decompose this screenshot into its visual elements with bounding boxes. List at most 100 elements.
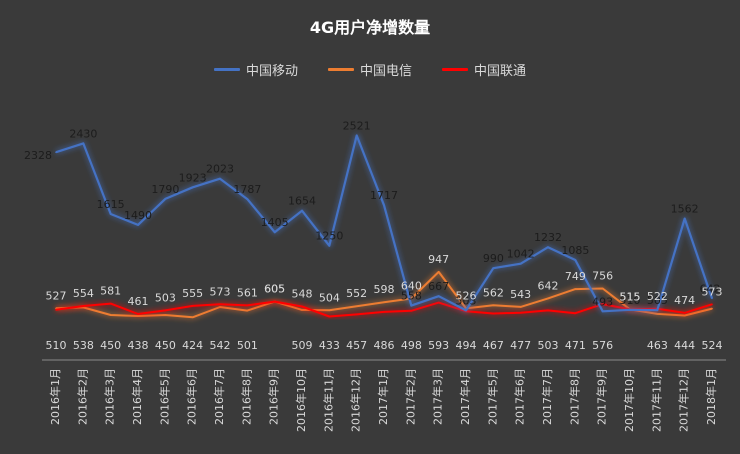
data-label: 524 xyxy=(702,339,723,352)
data-point xyxy=(328,244,331,247)
x-tick-label: 2016年10月 xyxy=(294,368,308,432)
x-tick-label: 2017年4月 xyxy=(458,368,472,425)
data-point xyxy=(683,217,686,220)
data-point xyxy=(301,309,303,311)
data-point xyxy=(711,303,713,306)
data-point xyxy=(711,297,713,300)
legend-item-ctcc: 中国电信 xyxy=(327,60,412,79)
data-point xyxy=(574,259,577,261)
data-label: 756 xyxy=(592,269,613,282)
data-point xyxy=(137,313,139,315)
data-label: 1490 xyxy=(124,209,152,222)
data-label: 510 xyxy=(46,339,67,352)
data-point xyxy=(410,310,413,312)
data-label: 501 xyxy=(237,339,258,352)
data-point xyxy=(109,213,112,215)
data-label: 471 xyxy=(565,339,586,352)
data-point xyxy=(574,312,577,314)
data-label: 486 xyxy=(374,339,395,352)
data-point xyxy=(55,309,57,311)
data-label: 503 xyxy=(538,339,559,352)
data-label: 561 xyxy=(237,286,258,299)
x-tick-label: 2017年11月 xyxy=(649,368,663,432)
data-point xyxy=(191,186,194,189)
data-point xyxy=(273,231,276,234)
data-point xyxy=(355,313,358,316)
data-label: 642 xyxy=(538,279,559,292)
data-label: 2023 xyxy=(206,163,234,176)
data-point xyxy=(137,315,139,317)
data-label: 605 xyxy=(264,283,285,296)
data-label: 450 xyxy=(155,339,176,352)
data-point xyxy=(519,306,522,308)
data-label: 538 xyxy=(73,339,94,352)
data-point xyxy=(410,297,413,300)
data-point xyxy=(601,303,604,305)
legend-item-cucc: 中国联通 xyxy=(442,60,526,79)
data-label: 527 xyxy=(46,289,67,302)
x-tick-label: 2017年6月 xyxy=(513,368,527,425)
data-label: 515 xyxy=(620,290,641,303)
x-tick-label: 2016年7月 xyxy=(212,368,226,425)
x-tick-label: 2016年3月 xyxy=(103,368,117,425)
x-tick-label: 2016年2月 xyxy=(75,368,89,425)
data-point xyxy=(519,311,522,314)
data-point xyxy=(492,304,495,307)
data-point xyxy=(629,309,631,311)
data-point xyxy=(137,224,139,226)
data-point xyxy=(547,246,549,249)
x-tick-label: 2016年11月 xyxy=(321,368,335,432)
data-label: 1562 xyxy=(671,203,699,216)
chart-title: 4G用户净增数量 xyxy=(309,18,431,37)
data-label: 510 xyxy=(620,294,641,307)
x-tick-label: 2016年1月 xyxy=(48,368,62,425)
data-point xyxy=(246,304,249,307)
data-label: 457 xyxy=(346,339,367,352)
data-point xyxy=(519,262,522,265)
data-label: 562 xyxy=(483,286,504,299)
data-point xyxy=(273,300,276,303)
data-point xyxy=(164,309,167,312)
x-tick-label: 2017年9月 xyxy=(595,368,609,425)
data-label: 642 xyxy=(700,282,721,295)
data-label: 424 xyxy=(182,339,203,352)
data-label: 667 xyxy=(428,280,449,293)
legend-item-cmcc: 中国移动 xyxy=(213,60,298,79)
data-label: 1250 xyxy=(315,230,343,243)
data-label: 558 xyxy=(401,290,422,303)
data-point xyxy=(547,297,549,300)
data-point xyxy=(492,312,495,315)
data-label: 554 xyxy=(73,287,94,300)
data-point xyxy=(601,310,604,313)
data-label: 552 xyxy=(346,287,367,300)
data-label: 461 xyxy=(128,295,149,308)
data-point xyxy=(383,301,385,303)
x-tick-label: 2016年5月 xyxy=(157,368,171,425)
legend-label-cmcc: 中国移动 xyxy=(245,64,298,79)
data-label: 990 xyxy=(483,252,504,265)
x-tick-label: 2017年5月 xyxy=(485,368,499,425)
data-point xyxy=(547,309,549,312)
data-label: 504 xyxy=(319,291,340,304)
data-point xyxy=(328,315,331,318)
data-label: 2328 xyxy=(24,149,52,162)
data-label: 542 xyxy=(210,339,231,352)
x-tick-label: 2017年10月 xyxy=(622,368,636,432)
data-label: 474 xyxy=(674,294,695,307)
data-label: 555 xyxy=(182,287,203,300)
data-point xyxy=(574,288,577,290)
data-label: 1654 xyxy=(288,195,316,208)
data-point xyxy=(301,209,303,212)
data-label: 1042 xyxy=(507,248,535,261)
data-label: 593 xyxy=(428,339,449,352)
data-point xyxy=(164,314,167,316)
data-label: 493 xyxy=(592,295,613,308)
data-point xyxy=(219,306,221,308)
x-tick-label: 2018年1月 xyxy=(704,368,718,425)
data-point xyxy=(246,309,249,312)
data-label: 581 xyxy=(100,285,121,298)
data-point xyxy=(82,142,85,145)
data-label: 463 xyxy=(647,339,668,352)
